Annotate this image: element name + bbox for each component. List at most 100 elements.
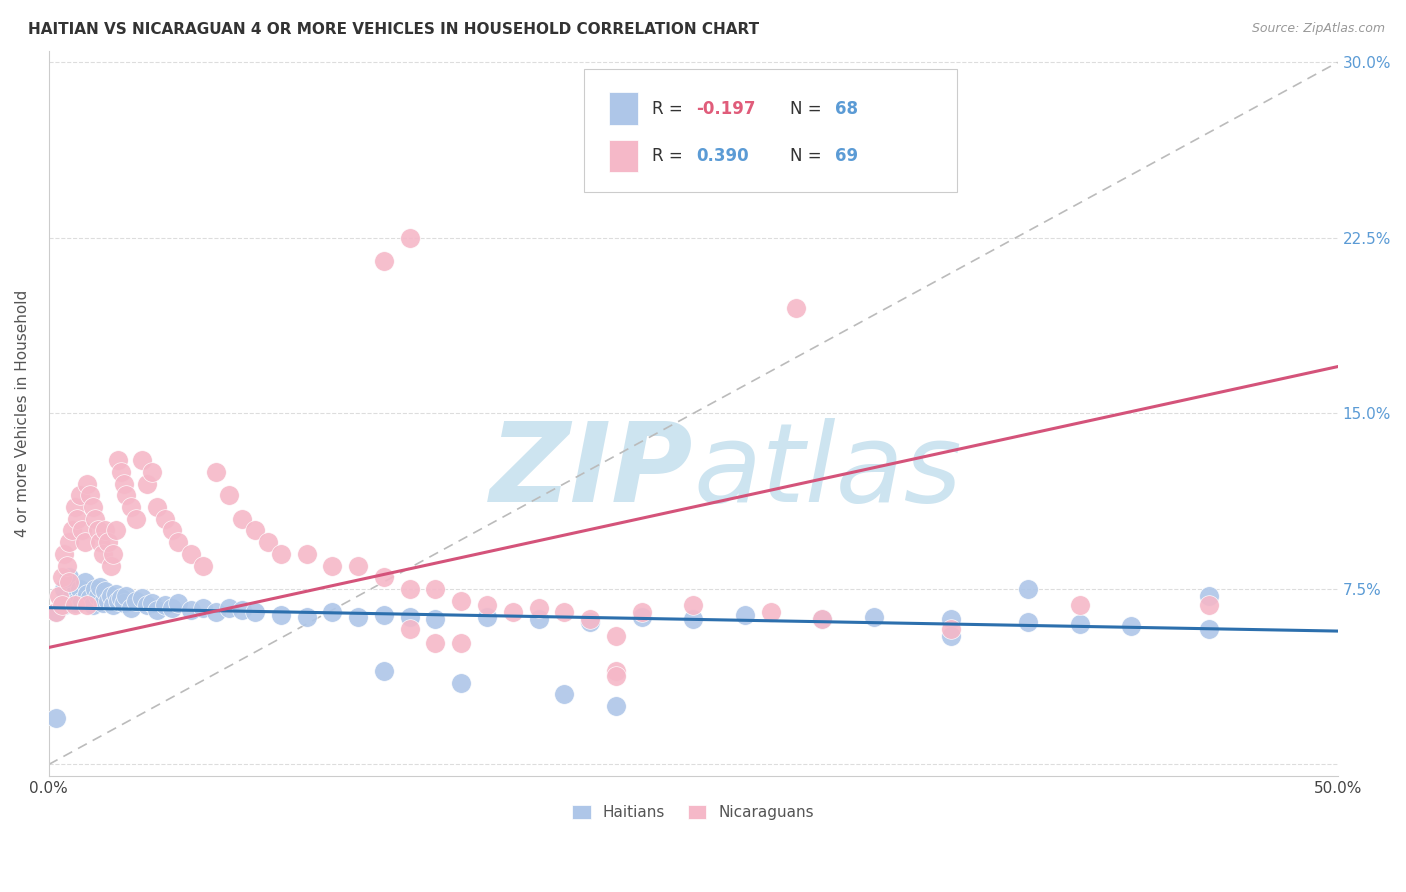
Point	[193, 600, 215, 615]
Point	[398, 231, 420, 245]
Point	[104, 524, 127, 538]
Point	[153, 512, 176, 526]
Point	[1017, 582, 1039, 596]
Point	[425, 636, 447, 650]
Point	[79, 591, 101, 606]
Point	[51, 599, 73, 613]
Point	[146, 500, 169, 514]
Point	[321, 558, 343, 573]
Point	[205, 465, 228, 479]
Text: atlas: atlas	[693, 418, 962, 525]
Point	[82, 500, 104, 514]
Point	[373, 570, 395, 584]
Point	[218, 600, 240, 615]
Point	[939, 612, 962, 626]
Point	[112, 476, 135, 491]
Point	[398, 582, 420, 596]
Point	[553, 605, 575, 619]
Point	[53, 547, 76, 561]
Point	[107, 453, 129, 467]
Point	[193, 558, 215, 573]
Point	[166, 596, 188, 610]
Text: N =: N =	[790, 100, 827, 118]
Point	[218, 488, 240, 502]
Text: HAITIAN VS NICARAGUAN 4 OR MORE VEHICLES IN HOUSEHOLD CORRELATION CHART: HAITIAN VS NICARAGUAN 4 OR MORE VEHICLES…	[28, 22, 759, 37]
Point	[579, 615, 602, 629]
Point	[97, 535, 120, 549]
Point	[107, 593, 129, 607]
Text: 69: 69	[835, 147, 858, 165]
Point	[76, 476, 98, 491]
Text: 0.390: 0.390	[696, 147, 748, 165]
Point	[605, 668, 627, 682]
Text: Source: ZipAtlas.com: Source: ZipAtlas.com	[1251, 22, 1385, 36]
Point	[45, 605, 67, 619]
Point	[63, 500, 86, 514]
Text: ZIP: ZIP	[489, 418, 693, 525]
Point	[180, 547, 202, 561]
Point	[51, 570, 73, 584]
Point	[373, 664, 395, 678]
Text: 68: 68	[835, 100, 858, 118]
Point	[862, 610, 884, 624]
Point	[231, 603, 253, 617]
Point	[131, 453, 153, 467]
Y-axis label: 4 or more Vehicles in Household: 4 or more Vehicles in Household	[15, 290, 30, 537]
Point	[125, 512, 148, 526]
Point	[527, 612, 550, 626]
Point	[100, 558, 122, 573]
Point	[120, 600, 142, 615]
Point	[141, 596, 163, 610]
Point	[79, 488, 101, 502]
Point	[72, 524, 94, 538]
Point	[1121, 619, 1143, 633]
Point	[120, 500, 142, 514]
Point	[103, 547, 125, 561]
Point	[56, 558, 79, 573]
Point	[257, 535, 280, 549]
Point	[48, 589, 70, 603]
Point	[63, 596, 86, 610]
Point	[811, 612, 834, 626]
Point	[166, 535, 188, 549]
Point	[60, 524, 83, 538]
Point	[270, 547, 292, 561]
Point	[939, 629, 962, 643]
Point	[45, 711, 67, 725]
FancyBboxPatch shape	[609, 139, 638, 172]
Point	[162, 524, 184, 538]
Point	[146, 603, 169, 617]
FancyBboxPatch shape	[583, 69, 957, 192]
Point	[73, 535, 96, 549]
Point	[373, 254, 395, 268]
Point	[180, 603, 202, 617]
Point	[110, 591, 132, 606]
Point	[1198, 622, 1220, 636]
Point	[125, 593, 148, 607]
Point	[1069, 617, 1091, 632]
Point	[553, 687, 575, 701]
Text: R =: R =	[652, 147, 688, 165]
Point	[84, 512, 107, 526]
Text: -0.197: -0.197	[696, 100, 755, 118]
Point	[63, 599, 86, 613]
Point	[243, 524, 266, 538]
Point	[243, 605, 266, 619]
Point	[759, 605, 782, 619]
Point	[682, 612, 704, 626]
Point	[162, 600, 184, 615]
Point	[295, 610, 318, 624]
Point	[425, 582, 447, 596]
Point	[69, 582, 91, 596]
Point	[682, 599, 704, 613]
Point	[450, 675, 472, 690]
Point	[734, 607, 756, 622]
Point	[58, 570, 80, 584]
Point	[76, 587, 98, 601]
Point	[94, 584, 117, 599]
Point	[630, 610, 652, 624]
Point	[811, 612, 834, 626]
Point	[91, 547, 114, 561]
Point	[295, 547, 318, 561]
Point	[502, 605, 524, 619]
